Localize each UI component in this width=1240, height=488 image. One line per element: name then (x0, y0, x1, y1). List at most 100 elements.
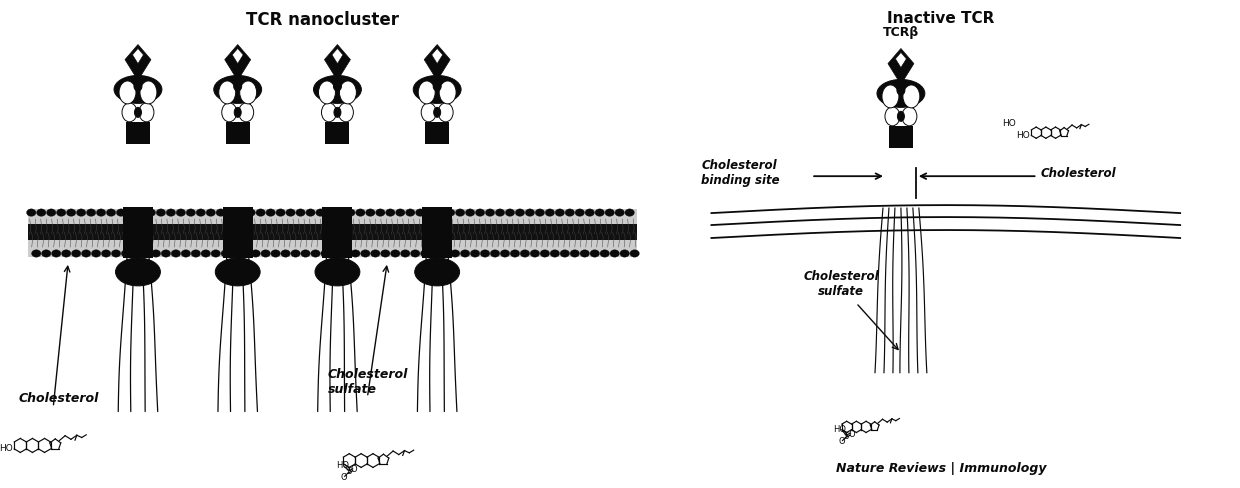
Polygon shape (888, 48, 914, 84)
Ellipse shape (231, 250, 241, 257)
Ellipse shape (77, 209, 86, 216)
Polygon shape (224, 44, 250, 81)
Ellipse shape (216, 209, 226, 216)
Ellipse shape (500, 250, 510, 257)
Ellipse shape (438, 103, 453, 122)
Ellipse shape (376, 209, 386, 216)
Ellipse shape (280, 250, 290, 257)
Text: HO: HO (1017, 131, 1030, 140)
Ellipse shape (435, 209, 445, 216)
Ellipse shape (72, 250, 81, 257)
Ellipse shape (331, 250, 340, 257)
Ellipse shape (590, 250, 599, 257)
Ellipse shape (226, 209, 236, 216)
Ellipse shape (515, 209, 525, 216)
Ellipse shape (580, 250, 589, 257)
Ellipse shape (176, 209, 186, 216)
Ellipse shape (465, 209, 475, 216)
Ellipse shape (250, 250, 260, 257)
Ellipse shape (321, 103, 336, 122)
Polygon shape (432, 48, 443, 63)
Ellipse shape (326, 209, 335, 216)
Ellipse shape (36, 209, 46, 216)
Ellipse shape (26, 209, 36, 216)
Text: O: O (351, 465, 357, 474)
Ellipse shape (119, 81, 136, 104)
Ellipse shape (201, 250, 211, 257)
Ellipse shape (381, 250, 391, 257)
Ellipse shape (600, 250, 609, 257)
Ellipse shape (234, 107, 242, 117)
Ellipse shape (62, 250, 71, 257)
Ellipse shape (336, 209, 345, 216)
Ellipse shape (341, 250, 350, 257)
Ellipse shape (122, 250, 130, 257)
Ellipse shape (275, 209, 285, 216)
Ellipse shape (455, 209, 465, 216)
Bar (425, 122, 449, 144)
Ellipse shape (186, 209, 196, 216)
Ellipse shape (882, 85, 899, 108)
Ellipse shape (82, 250, 91, 257)
Ellipse shape (316, 209, 325, 216)
Ellipse shape (97, 209, 105, 216)
Ellipse shape (361, 250, 370, 257)
Ellipse shape (41, 250, 51, 257)
Polygon shape (133, 48, 144, 63)
Ellipse shape (439, 81, 456, 104)
Ellipse shape (131, 250, 140, 257)
Ellipse shape (490, 250, 500, 257)
Ellipse shape (422, 103, 436, 122)
Ellipse shape (340, 81, 356, 104)
Ellipse shape (470, 250, 480, 257)
Ellipse shape (396, 209, 405, 216)
Ellipse shape (122, 103, 136, 122)
Ellipse shape (57, 209, 66, 216)
Ellipse shape (270, 250, 280, 257)
Ellipse shape (239, 103, 254, 122)
Text: Cholesterol: Cholesterol (1040, 167, 1116, 180)
Ellipse shape (536, 209, 544, 216)
Text: TCR nanocluster: TCR nanocluster (246, 11, 399, 29)
Ellipse shape (306, 209, 315, 216)
Ellipse shape (615, 209, 625, 216)
Ellipse shape (413, 76, 461, 103)
Ellipse shape (265, 209, 275, 216)
Ellipse shape (418, 81, 435, 104)
Ellipse shape (196, 209, 206, 216)
Bar (889, 126, 913, 148)
Ellipse shape (181, 250, 191, 257)
Ellipse shape (134, 107, 141, 117)
Text: O: O (838, 437, 846, 446)
Text: O: O (341, 473, 347, 482)
Ellipse shape (460, 250, 470, 257)
Polygon shape (895, 53, 906, 67)
Bar (126, 122, 150, 144)
Ellipse shape (371, 250, 381, 257)
Ellipse shape (405, 209, 415, 216)
Ellipse shape (346, 209, 355, 216)
Ellipse shape (450, 250, 460, 257)
Text: Cholesterol
binding site: Cholesterol binding site (702, 159, 780, 187)
Ellipse shape (112, 250, 120, 257)
Bar (29, 209, 636, 257)
Polygon shape (325, 44, 351, 81)
Ellipse shape (236, 209, 246, 216)
Ellipse shape (565, 209, 574, 216)
Ellipse shape (286, 209, 295, 216)
Text: HO: HO (833, 425, 847, 434)
Ellipse shape (595, 209, 604, 216)
Ellipse shape (46, 209, 56, 216)
Ellipse shape (366, 209, 374, 216)
Bar (422, 207, 453, 258)
Ellipse shape (171, 250, 181, 257)
Text: S: S (844, 431, 849, 441)
Text: Cholesterol
sulfate: Cholesterol sulfate (804, 270, 879, 298)
Ellipse shape (140, 81, 157, 104)
Ellipse shape (897, 86, 905, 95)
Ellipse shape (410, 250, 420, 257)
Ellipse shape (901, 107, 916, 126)
Ellipse shape (260, 250, 270, 257)
Ellipse shape (334, 82, 341, 91)
Ellipse shape (625, 209, 635, 216)
